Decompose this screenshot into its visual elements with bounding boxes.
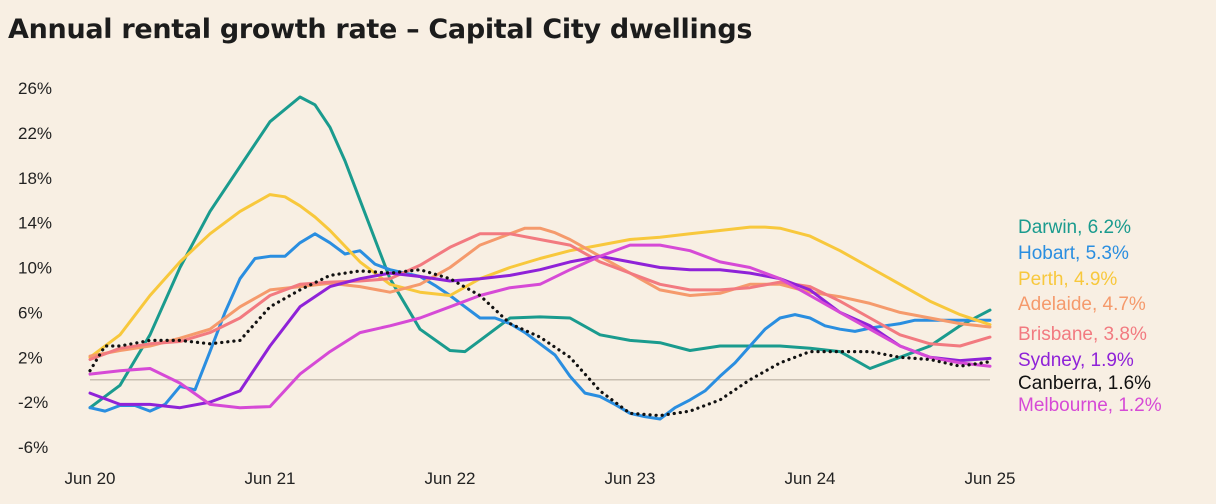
end-label-hobart: Hobart, 5.3%: [1018, 243, 1129, 264]
end-label-adelaide: Adelaide, 4.7%: [1018, 294, 1146, 315]
y-tick-label: 6%: [18, 303, 43, 322]
y-tick-label: 10%: [18, 259, 52, 278]
series-line-melbourne: [88, 243, 992, 410]
end-label-sydney: Sydney, 1.9%: [1018, 350, 1134, 371]
y-tick-label: -2%: [18, 393, 48, 412]
end-label-brisbane: Brisbane, 3.8%: [1018, 324, 1147, 345]
series-line-perth: [88, 193, 992, 359]
end-label-perth: Perth, 4.9%: [1018, 269, 1117, 290]
x-tick-label: Jun 21: [244, 469, 295, 488]
series-line-hobart: [88, 232, 992, 421]
series-line-darwin: [88, 95, 992, 410]
x-axis-ticks: Jun 20 Jun 21 Jun 22 Jun 23 Jun 24 Jun 25: [64, 469, 1015, 488]
x-tick-label: Jun 20: [64, 469, 115, 488]
x-tick-label: Jun 25: [964, 469, 1015, 488]
y-tick-label: -6%: [18, 438, 48, 457]
x-tick-label: Jun 22: [424, 469, 475, 488]
y-axis-ticks: 26% 22% 18% 14% 10% 6% 2% -2% -6%: [18, 79, 52, 457]
series-line-brisbane: [88, 232, 992, 361]
series-line-canberra: [88, 268, 992, 418]
chart-title: Annual rental growth rate – Capital City…: [8, 14, 753, 45]
series-lines: [88, 95, 992, 421]
end-label-canberra: Canberra, 1.6%: [1018, 373, 1151, 394]
end-label-melbourne: Melbourne, 1.2%: [1018, 395, 1162, 416]
x-tick-label: Jun 23: [604, 469, 655, 488]
series-end-labels: Darwin, 6.2% Hobart, 5.3% Perth, 4.9% Adela…: [1018, 217, 1162, 416]
y-tick-label: 14%: [18, 214, 52, 233]
y-tick-label: 18%: [18, 169, 52, 188]
y-tick-label: 2%: [18, 348, 43, 367]
x-tick-label: Jun 24: [784, 469, 835, 488]
y-tick-label: 22%: [18, 124, 52, 143]
y-tick-label: 26%: [18, 79, 52, 98]
end-label-darwin: Darwin, 6.2%: [1018, 217, 1131, 238]
